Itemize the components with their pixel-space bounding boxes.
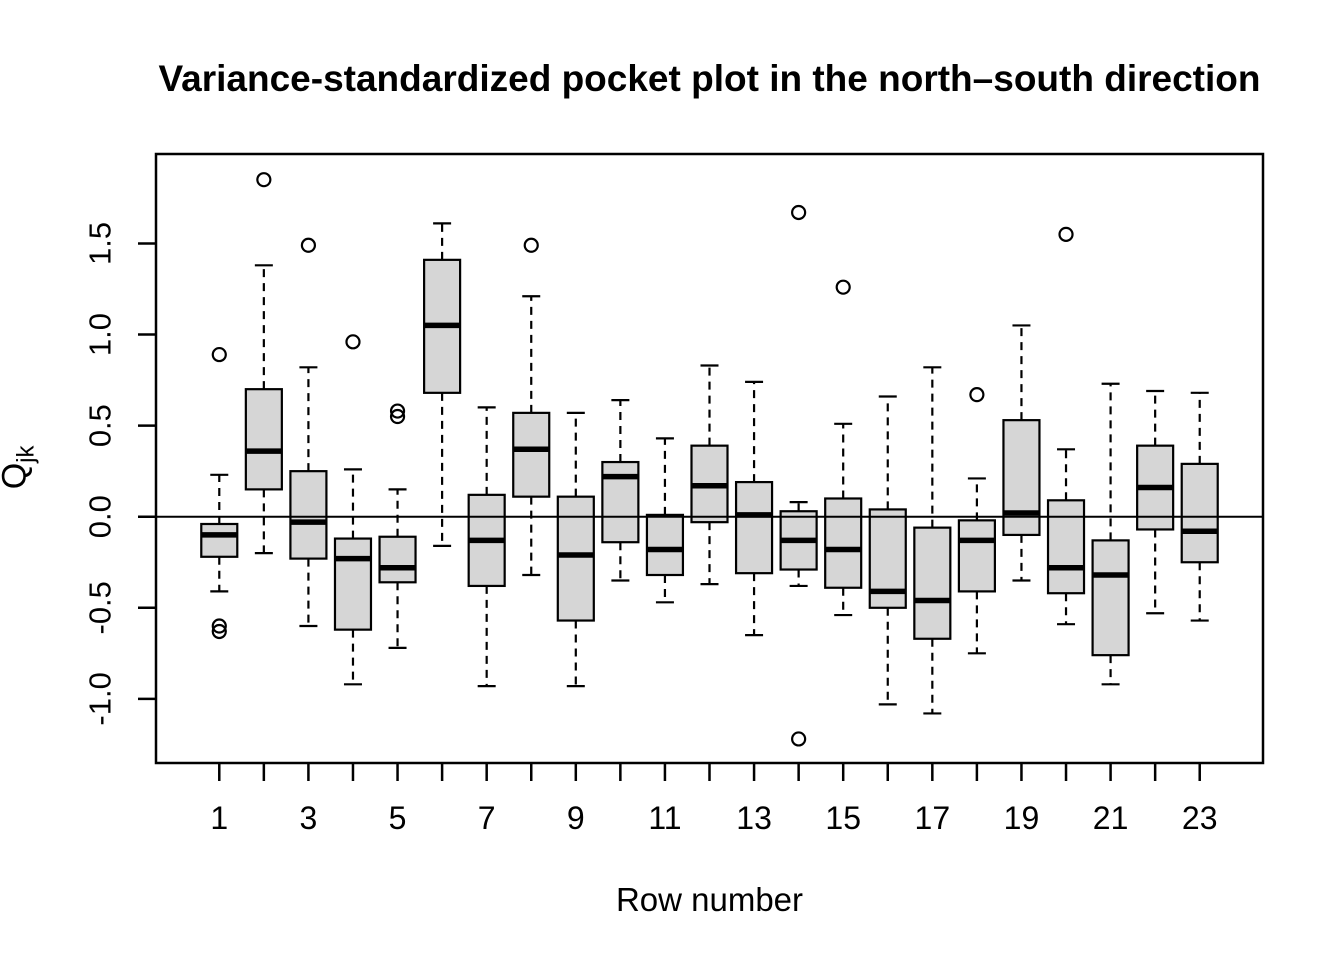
outlier-point [211,346,227,363]
x-tick-label: 7 [478,800,496,836]
y-tick-label: 1.0 [83,313,118,356]
y-tick-label: -1.0 [83,672,118,725]
boxplot-row-2 [244,172,283,555]
boxplot-row-6 [423,222,462,547]
iqr-box [1046,499,1086,595]
x-tick-label: 9 [567,800,585,836]
outlier-point [389,403,406,419]
boxplot-row-19 [1002,324,1041,582]
boxplot-row-12 [690,364,729,586]
boxplot-row-8 [512,237,551,577]
outlier-point [835,279,851,295]
boxplot-row-9 [556,411,595,688]
outlier-point [1058,226,1074,242]
iqr-box [1091,539,1130,657]
x-tick-label: 11 [648,800,681,836]
y-tick-label: 0.5 [83,404,118,447]
x-tick-label: 23 [1182,800,1218,836]
boxplot-row-20 [1046,226,1086,626]
y-axis-title-main: Q [0,463,34,489]
boxplot-row-1 [200,346,239,640]
iqr-box [1180,462,1219,564]
iqr-box [556,495,595,622]
iqr-box [913,526,952,640]
boxplot-row-16 [868,395,907,706]
boxplot-row-17 [913,366,952,715]
x-tick-label: 17 [915,800,951,836]
iqr-box [289,470,328,560]
outlier-point [256,172,272,188]
iqr-box [734,480,774,575]
boxplot-row-3 [289,237,328,628]
outlier-point [211,618,227,634]
x-tick-label: 5 [389,800,407,836]
outlier-point [969,387,985,403]
boxplot-row-10 [601,399,640,582]
boxplot-row-13 [734,380,774,637]
x-tick-label: 21 [1093,800,1129,836]
outlier-point [523,237,539,253]
x-tick-label: 3 [300,800,318,836]
x-tick-label: 15 [825,800,861,836]
y-tick-label: 0.0 [83,495,118,538]
iqr-box [957,519,996,593]
iqr-box [244,388,283,491]
x-axis-title: Row number [615,881,804,918]
iqr-box [1002,419,1041,537]
iqr-box [512,411,551,498]
iqr-box [645,513,685,577]
boxplot-row-7 [467,406,506,688]
boxplot-row-21 [1091,382,1130,686]
boxplot-row-14 [779,204,818,747]
x-tick-label: 19 [1004,800,1040,836]
y-axis-title-sub: jk [12,445,40,463]
boxplot-row-23 [1180,391,1219,622]
outlier-point [389,408,406,425]
y-tick-label: -0.5 [83,581,118,634]
y-tick-label: 1.5 [83,222,118,265]
boxplot-row-18 [957,387,996,655]
x-tick-label: 1 [210,800,228,836]
boxplot-row-11 [645,437,685,604]
x-tick-label: 13 [736,800,772,836]
chart-title: Variance-standardized pocket plot in the… [158,58,1261,99]
boxplot-row-22 [1136,389,1175,615]
outlier-point [791,204,807,221]
boxplot-row-15 [824,279,863,617]
boxplot-row-4 [333,334,373,686]
outlier-point [345,334,361,350]
outlier-point [791,731,807,747]
iqr-box [200,522,239,558]
outlier-point [300,237,317,253]
boxplot-row-5 [378,403,417,649]
y-axis-title: Qjk [0,427,40,507]
iqr-box [333,537,373,631]
iqr-box [824,497,863,589]
iqr-box [378,535,417,584]
outlier-point [211,623,227,640]
